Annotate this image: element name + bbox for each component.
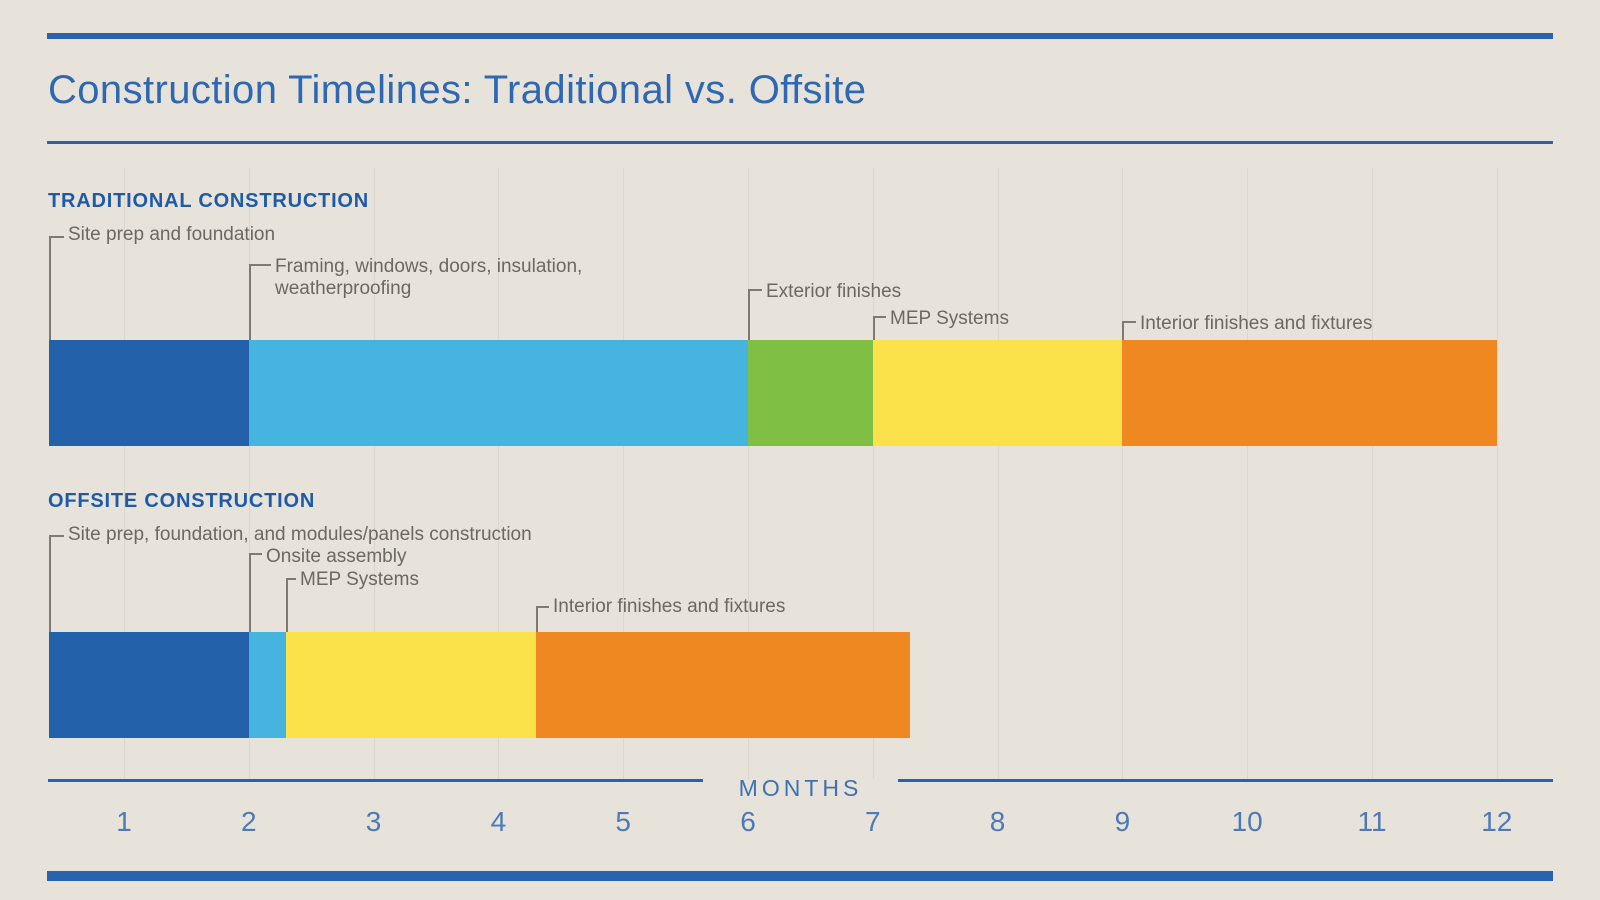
bar-segment	[286, 632, 536, 738]
month-tick: 3	[365, 806, 382, 837]
month-tick: 12	[1481, 806, 1513, 837]
leader-line	[1122, 321, 1136, 340]
month-tick: 4	[490, 806, 507, 837]
bar-segment	[872, 340, 1123, 446]
leader-line	[286, 578, 297, 632]
page-title: Construction Timelines: Traditional vs. …	[48, 68, 867, 112]
segment-label: Exterior finishes	[766, 281, 902, 302]
leader-line	[535, 606, 549, 632]
month-tick: 7	[865, 806, 881, 837]
month-gridline	[748, 168, 749, 779]
traditional-heading: TRADITIONAL CONSTRUCTION	[48, 190, 370, 212]
bar-segment	[248, 340, 748, 446]
segment-label: Interior finishes and fixtures	[1140, 313, 1373, 334]
segment-label: Onsite assembly	[266, 546, 407, 567]
leader-line	[49, 535, 64, 632]
month-gridline	[1247, 168, 1249, 779]
month-gridline	[1496, 168, 1498, 779]
month-tick: 5	[615, 806, 631, 837]
month-gridline	[623, 168, 625, 779]
month-tick: 8	[989, 806, 1006, 837]
segment-label: Interior finishes and fixtures	[553, 596, 786, 617]
month-gridline	[248, 168, 250, 779]
month-gridline	[872, 168, 874, 779]
bar-segment	[535, 632, 911, 738]
bar-segment	[248, 632, 287, 738]
top-rule	[47, 33, 1553, 39]
month-gridline	[373, 168, 375, 779]
bottom-rule	[47, 871, 1553, 881]
month-tick: 11	[1357, 806, 1387, 837]
bar-segment	[748, 340, 873, 446]
month-gridline	[1122, 168, 1124, 779]
month-tick: 1	[116, 806, 132, 837]
bar-segment	[1122, 340, 1497, 446]
segment-label: Site prep and foundation	[68, 224, 276, 245]
segment-label: MEP Systems	[300, 569, 419, 590]
leader-line	[872, 316, 886, 340]
month-tick: 10	[1231, 806, 1263, 837]
leader-line	[748, 289, 762, 340]
axis-line-left	[48, 779, 703, 782]
month-gridline	[1372, 168, 1373, 779]
month-gridline	[124, 168, 125, 779]
month-tick: 2	[241, 806, 257, 837]
month-gridline	[498, 168, 500, 779]
leader-line	[49, 236, 64, 340]
title-underline-rule	[47, 141, 1553, 144]
axis-line-right	[898, 779, 1553, 782]
axis-title: MONTHS	[738, 775, 863, 801]
month-tick: 9	[1114, 806, 1131, 837]
bar-segment	[49, 632, 249, 738]
month-gridline	[997, 168, 999, 779]
leader-line	[248, 553, 262, 632]
month-tick: 6	[740, 806, 756, 837]
offsite-heading: OFFSITE CONSTRUCTION	[48, 490, 316, 512]
leader-line	[248, 264, 271, 340]
segment-label: Framing, windows, doors, insulation, wea…	[275, 256, 583, 299]
bar-segment	[49, 340, 249, 446]
segment-label: MEP Systems	[890, 308, 1009, 329]
segment-label: Site prep, foundation, and modules/panel…	[68, 524, 532, 545]
